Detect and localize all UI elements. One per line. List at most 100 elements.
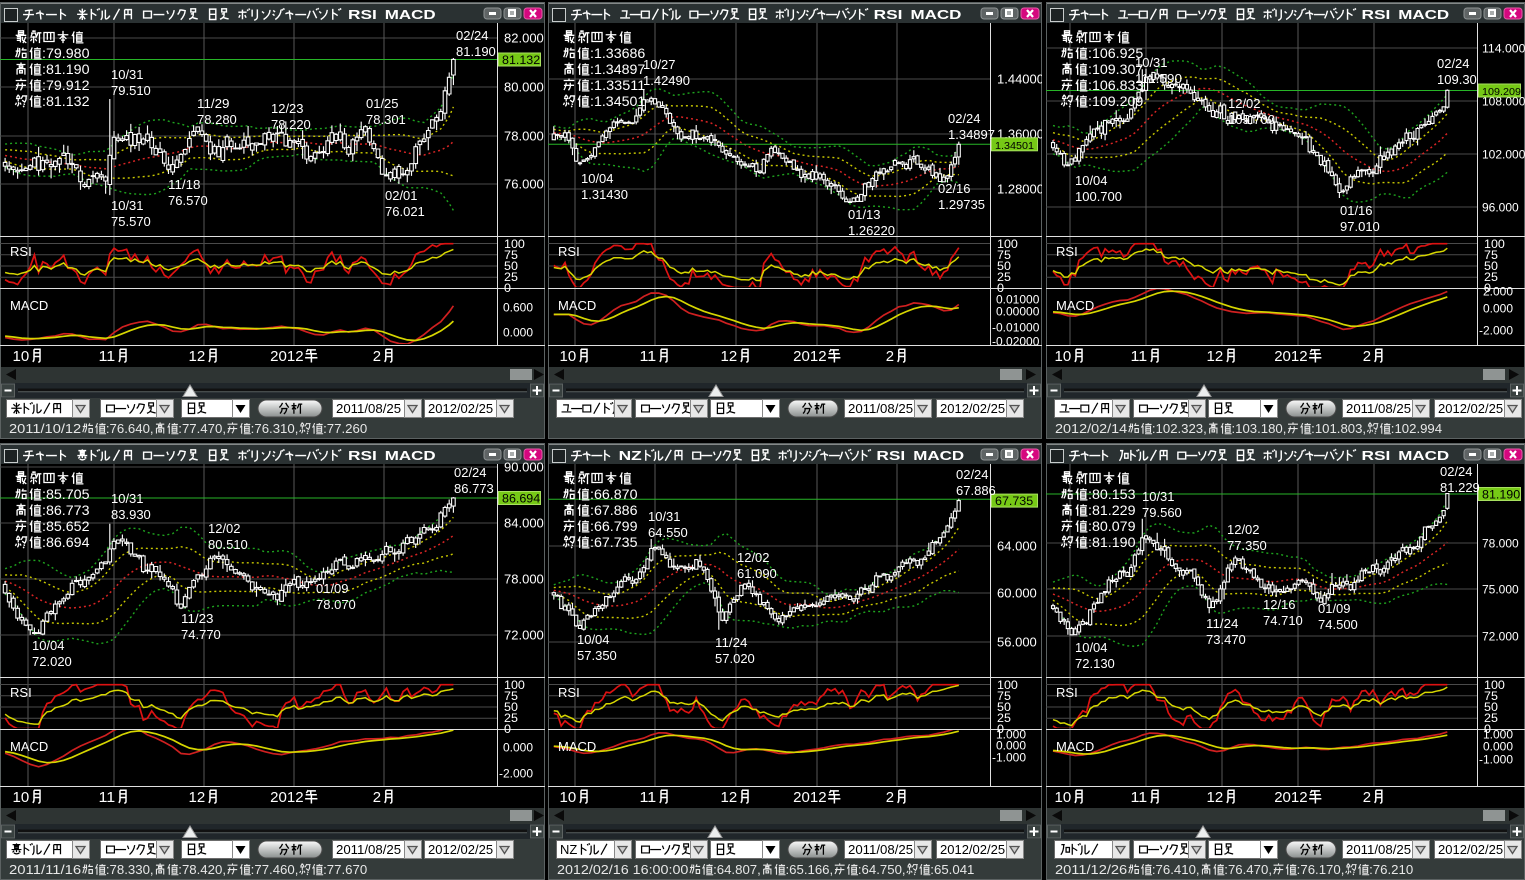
svg-text:1.29735: 1.29735	[938, 197, 985, 212]
svg-text:100.700: 100.700	[1075, 189, 1122, 204]
svg-text:83.930: 83.930	[111, 507, 151, 522]
svg-text:10/04: 10/04	[1075, 640, 1108, 655]
svg-text:77.350: 77.350	[1227, 538, 1267, 553]
svg-text:11: 11	[99, 789, 116, 806]
svg-text:105.700: 105.700	[1228, 112, 1275, 127]
svg-text:57.020: 57.020	[715, 651, 755, 666]
svg-text:10/31: 10/31	[111, 491, 144, 506]
svg-text:75.000: 75.000	[1482, 583, 1519, 597]
svg-text::81.190: :81.190	[42, 61, 90, 77]
svg-text:RSI: RSI	[348, 448, 377, 463]
svg-text:0: 0	[504, 281, 511, 295]
svg-text:74.770: 74.770	[181, 627, 221, 642]
svg-text::67.735: :67.735	[590, 534, 638, 550]
svg-text:75: 75	[1484, 689, 1498, 703]
svg-text::67.886: :67.886	[590, 502, 638, 518]
svg-text::77.460,: :77.460,	[251, 862, 299, 877]
svg-text:2: 2	[1363, 348, 1371, 365]
svg-text:2012/02/16 16:00:00: 2012/02/16 16:00:00	[557, 862, 688, 877]
svg-text:2012/02/25: 2012/02/25	[428, 842, 493, 857]
svg-text:02/24: 02/24	[454, 465, 487, 480]
svg-text:102.000: 102.000	[1482, 148, 1525, 162]
svg-text:MACD: MACD	[558, 739, 596, 754]
svg-text:11: 11	[1131, 348, 1148, 365]
svg-text:01/09: 01/09	[1318, 601, 1351, 616]
svg-text:RSI: RSI	[348, 7, 377, 22]
svg-text::85.705: :85.705	[42, 486, 90, 502]
svg-text::80.153: :80.153	[1088, 486, 1136, 502]
svg-text:78.000: 78.000	[504, 129, 544, 144]
svg-text::66.799: :66.799	[590, 518, 638, 534]
svg-text:12: 12	[1207, 789, 1224, 806]
svg-text:78.220: 78.220	[271, 117, 311, 132]
svg-text::77.470,: :77.470,	[178, 421, 226, 436]
svg-text::106.925: :106.925	[1088, 45, 1144, 61]
svg-text::86.773: :86.773	[42, 502, 90, 518]
svg-text:108.000: 108.000	[1482, 95, 1525, 109]
svg-text:0: 0	[997, 722, 1004, 736]
svg-text:81.190: 81.190	[1482, 488, 1521, 502]
svg-text:1.34501: 1.34501	[995, 141, 1034, 152]
svg-text:10/04: 10/04	[577, 632, 610, 647]
svg-text:2012: 2012	[793, 348, 826, 365]
svg-text::101.803,: :101.803,	[1311, 421, 1366, 436]
svg-text:2: 2	[1363, 789, 1371, 806]
svg-text:2012: 2012	[1274, 789, 1307, 806]
svg-text:10: 10	[1055, 789, 1072, 806]
svg-text:2011/08/25: 2011/08/25	[336, 842, 401, 857]
svg-text:97.010: 97.010	[1340, 219, 1380, 234]
svg-text:100: 100	[504, 678, 525, 692]
svg-text:02/24: 02/24	[956, 467, 989, 482]
svg-text:MACD: MACD	[1398, 448, 1449, 463]
svg-text:0: 0	[997, 281, 1004, 295]
svg-text:64.000: 64.000	[997, 539, 1037, 554]
svg-text:MACD: MACD	[385, 448, 436, 463]
svg-text::76.210: :76.210	[1369, 862, 1413, 877]
svg-text:1.34897: 1.34897	[948, 127, 995, 142]
svg-text:78.301: 78.301	[366, 112, 406, 127]
svg-text:80.510: 80.510	[208, 537, 248, 552]
svg-text::66.870: :66.870	[590, 486, 638, 502]
svg-text::64.807,: :64.807,	[713, 862, 761, 877]
svg-text:86.694: 86.694	[502, 492, 541, 506]
svg-text:78.280: 78.280	[197, 112, 237, 127]
svg-text::78.420,: :78.420,	[178, 862, 226, 877]
svg-text::85.652: :85.652	[42, 518, 90, 534]
svg-text:100: 100	[1484, 237, 1505, 251]
svg-text:72.130: 72.130	[1075, 656, 1115, 671]
svg-text:109.209: 109.209	[1482, 87, 1521, 98]
svg-text:25: 25	[997, 711, 1011, 725]
svg-text:1.000: 1.000	[1483, 728, 1513, 742]
svg-text:12: 12	[1207, 348, 1224, 365]
svg-text:2011/08/25: 2011/08/25	[848, 401, 913, 416]
svg-text:11: 11	[640, 348, 657, 365]
svg-text:-1.000: -1.000	[1479, 753, 1513, 767]
svg-text:72.020: 72.020	[32, 654, 72, 669]
svg-text:114.000: 114.000	[1482, 42, 1525, 56]
svg-text:11: 11	[640, 789, 657, 806]
svg-text:50: 50	[504, 700, 518, 714]
svg-text:109.30: 109.30	[1437, 72, 1477, 87]
svg-text:84.000: 84.000	[504, 516, 544, 531]
svg-text:10/31: 10/31	[1135, 55, 1168, 70]
svg-text::76.170,: :76.170,	[1297, 862, 1345, 877]
svg-text:72.000: 72.000	[1482, 630, 1519, 644]
svg-text:2.000: 2.000	[1483, 285, 1513, 299]
svg-text::79.980: :79.980	[42, 45, 90, 61]
svg-text:75: 75	[997, 689, 1011, 703]
svg-text::65.041: :65.041	[930, 862, 974, 877]
svg-text:10/31: 10/31	[1142, 489, 1175, 504]
svg-text:02/24: 02/24	[456, 28, 489, 43]
svg-text:81.190: 81.190	[456, 44, 496, 59]
svg-text:02/24: 02/24	[948, 111, 981, 126]
svg-text:12/02: 12/02	[737, 550, 770, 565]
svg-text:76.021: 76.021	[385, 204, 425, 219]
svg-text:50: 50	[1484, 259, 1498, 273]
svg-text:12: 12	[721, 789, 738, 806]
svg-text:2012: 2012	[1274, 348, 1307, 365]
svg-text:25: 25	[504, 711, 518, 725]
svg-text:-0.01000: -0.01000	[992, 321, 1040, 335]
svg-text:25: 25	[997, 270, 1011, 284]
svg-text:11/18: 11/18	[168, 177, 201, 192]
svg-text:61.090: 61.090	[737, 566, 777, 581]
